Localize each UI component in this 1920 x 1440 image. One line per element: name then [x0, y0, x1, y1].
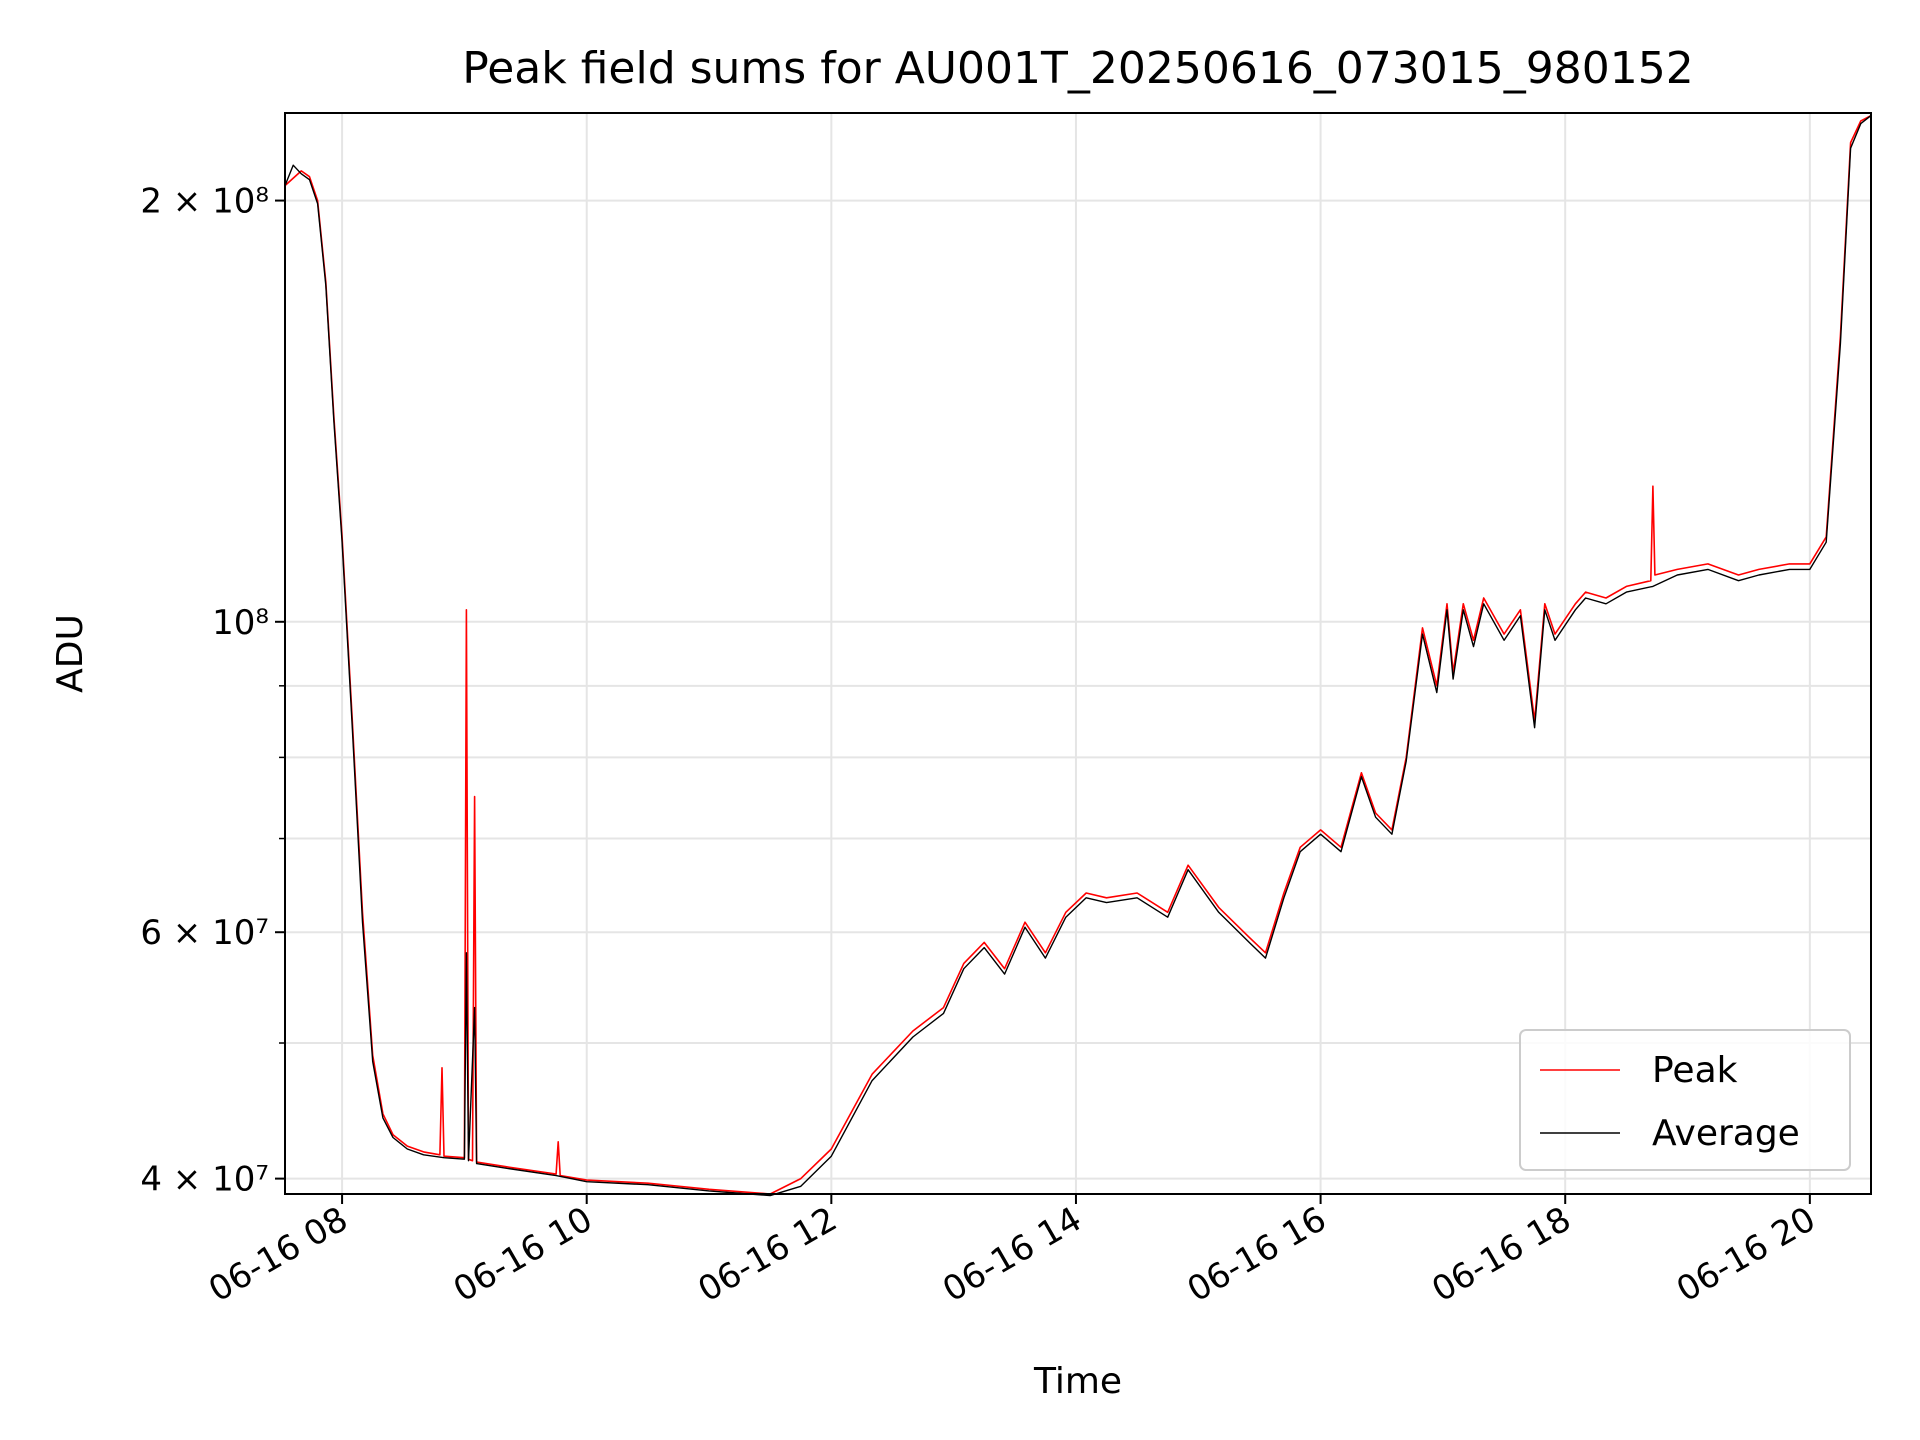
plot-frame [284, 112, 1872, 1195]
legend-label-average: Average [1652, 1113, 1800, 1154]
y-tick-label: 10⁸ [212, 603, 269, 643]
y-axis-label: ADU [50, 614, 91, 693]
chart-title: Peak field sums for AU001T_20250616_0730… [462, 43, 1694, 94]
grid [285, 113, 1871, 1194]
series-line-peak [284, 114, 1872, 1195]
y-tick-label: 2 × 10⁸ [140, 182, 269, 222]
y-tick-label: 6 × 10⁷ [140, 913, 269, 953]
legend-label-peak: Peak [1652, 1050, 1738, 1091]
series-layer [284, 114, 1872, 1197]
y-tick-label: 4 × 10⁷ [140, 1160, 269, 1200]
series-line-average [284, 115, 1872, 1197]
x-axis-label: Time [1033, 1361, 1122, 1402]
legend: Peak Average [1519, 1029, 1851, 1171]
y-axis: 4 × 10⁷ 6 × 10⁷ 10⁸ 2 × 10⁸ [140, 182, 285, 1200]
legend-box [1519, 1029, 1851, 1171]
